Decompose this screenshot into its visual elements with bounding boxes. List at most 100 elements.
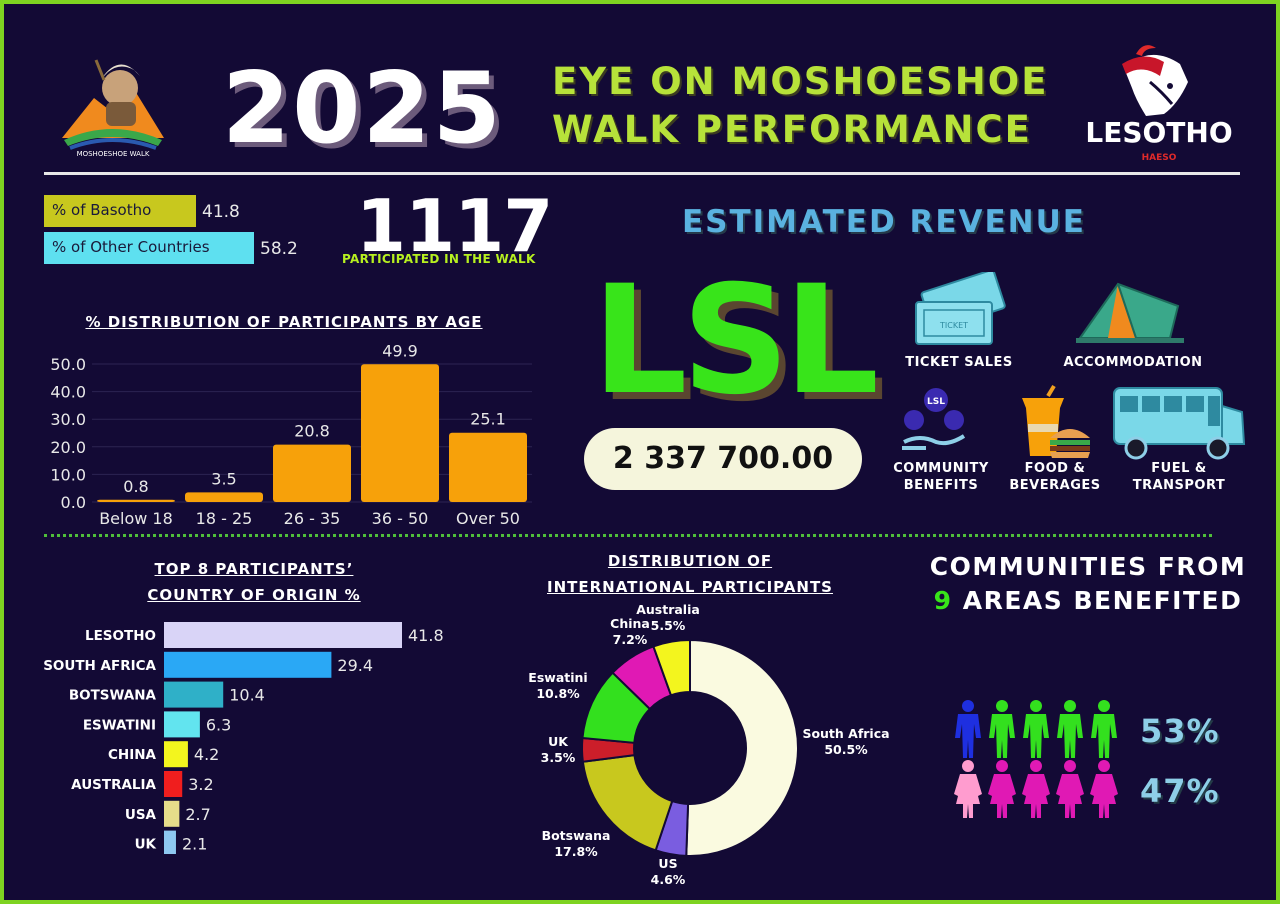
moshoeshoe-walk-logo: MOSHOESHOE WALK [62,59,164,158]
age-y-tick: 50.0 [50,355,86,374]
gender-people-icons [954,700,1118,818]
country-label: CHINA [108,747,157,763]
title-line-1: EYE ON MOSHOESHOE [552,60,1049,103]
male-percentage: 53% [1140,712,1220,750]
age-x-tick: 26 - 35 [284,509,341,528]
donut-slice-pct: 17.8% [554,844,598,859]
country-bar [164,681,224,708]
country-value-label: 4.2 [194,745,219,764]
country-label: LESOTHO [85,628,156,644]
food-drink-icon [1022,384,1090,458]
svg-text:LESOTHO: LESOTHO [1085,116,1232,149]
male-person-icon [1023,700,1049,758]
estimated-revenue-title: ESTIMATED REVENUE [682,204,1086,240]
age-bar [273,444,351,502]
donut-slice-name: UK [548,734,569,749]
donut-slice-pct: 50.5% [824,742,868,757]
country-bar [164,830,176,854]
category-accommodation: ACCOMMODATION [1063,355,1203,370]
ticket-icon: TICKET [915,272,1006,345]
age-x-tick: 36 - 50 [372,509,429,528]
svg-text:LSL: LSL [927,397,945,407]
communities-title-line2: 9 AREAS BENEFITED [928,584,1248,618]
communities-title-rest: AREAS BENEFITED [962,586,1243,615]
male-person-icon [1091,700,1117,758]
community-hands-icon: LSL [902,388,966,450]
title-line-2: WALK PERFORMANCE [552,108,1032,151]
female-person-icon [1056,760,1084,818]
currency-lsl: LSL [592,254,879,428]
male-person-icon [989,700,1015,758]
female-person-icon [988,760,1016,818]
svg-text:TICKET: TICKET [939,321,968,330]
infographic: MOSHOESHOE WALK 2025 EYE ON MOSHOESHOE W… [4,4,1276,900]
age-bar [97,499,175,502]
country-label: USA [125,807,157,823]
male-person-icon [1057,700,1083,758]
age-data-label: 49.9 [382,344,418,360]
age-x-tick: Over 50 [456,509,520,528]
country-origin-chart: LESOTHO 41.8 SOUTH AFRICA 29.4 BOTSWANA 10.4 E… [43,622,444,854]
age-data-label: 20.8 [294,422,330,441]
age-y-tick: 20.0 [50,438,86,457]
legend-basotho: % of Basotho [44,195,196,227]
communities-title-line1: COMMUNITIES FROM [929,552,1247,581]
country-bar [164,651,332,678]
areas-count: 9 [933,586,953,615]
country-bar [164,800,180,827]
donut-slice [685,638,799,857]
age-distribution-chart: 0.0 10.0 20.0 30.0 40.0 50.0 0.8 Below 18 3.5 18 … [50,344,532,528]
donut-slice [652,638,691,697]
age-y-tick: 30.0 [50,410,86,429]
age-x-tick: Below 18 [99,509,173,528]
donut-slice-name: Australia [636,602,700,617]
female-person-icon [1022,760,1050,818]
age-data-label: 25.1 [470,410,506,429]
age-bar [361,364,439,502]
revenue-amount: 2 337 700.00 [584,428,862,490]
participants-count: 1117 [356,184,553,268]
female-person-icon [1090,760,1118,818]
donut-slice-name: Eswatini [528,670,587,685]
country-value-label: 2.7 [185,805,210,824]
age-y-tick: 0.0 [61,493,86,512]
donut-slice-pct: 5.5% [651,618,686,633]
country-chart-title-line2: COUNTRY OF ORIGIN % [147,586,361,604]
donut-chart-title-line1: DISTRIBUTION OF [607,552,773,570]
country-value-label: 41.8 [408,626,444,645]
year-title: 2025 [222,52,503,166]
age-bar [185,492,263,502]
donut-slice-name: South Africa [802,726,889,741]
country-value-label: 10.4 [229,686,265,705]
country-bar [164,771,183,797]
age-x-tick: 18 - 25 [196,509,253,528]
section-divider [44,534,1212,537]
female-person-icon [954,760,982,818]
donut-chart-title: DISTRIBUTION OF INTERNATIONAL PARTICIPAN… [520,548,860,600]
bus-icon [1113,387,1246,460]
country-value-label: 6.3 [206,715,231,734]
female-percentage: 47% [1140,772,1220,810]
category-food-beverages: FOOD & BEVERAGES [1009,461,1101,493]
country-label: AUSTRALIA [71,777,156,793]
legend-basotho-value: 41.8 [202,202,240,222]
country-value-label: 29.4 [337,656,373,675]
age-y-tick: 10.0 [50,465,86,484]
communities-title: COMMUNITIES FROM 9 AREAS BENEFITED [928,550,1248,618]
country-label: SOUTH AFRICA [43,658,156,674]
donut-slice-name: China [610,616,650,631]
donut-slice-pct: 4.6% [651,872,686,887]
category-ticket-sales: TICKET SALES [905,355,1013,370]
country-value-label: 3.2 [188,775,213,794]
age-y-tick: 40.0 [50,383,86,402]
country-label: BOTSWANA [69,688,157,704]
country-label: ESWATINI [83,717,156,733]
age-data-label: 3.5 [211,469,236,488]
country-bar [164,741,188,768]
donut-slice-name: US [658,856,677,871]
lesotho-logo: LESOTHO HAESO [1085,45,1233,163]
age-data-label: 0.8 [123,477,148,496]
legend-other-countries: % of Other Countries [44,232,254,264]
male-person-icon [955,700,981,758]
